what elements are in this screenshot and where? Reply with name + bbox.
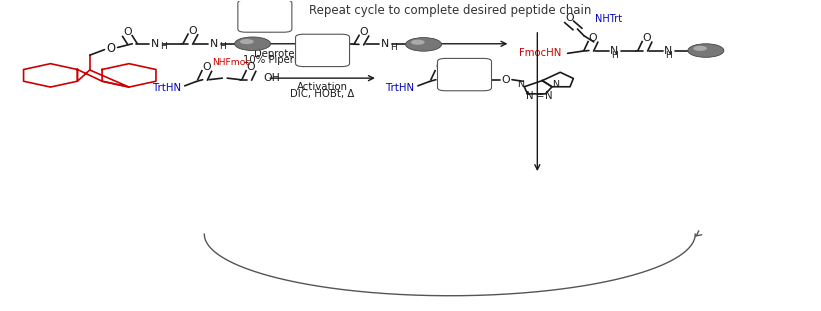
Text: O: O: [360, 27, 368, 37]
Circle shape: [693, 46, 707, 51]
FancyBboxPatch shape: [438, 58, 492, 91]
Text: O: O: [643, 33, 651, 43]
Text: 10% Piperidine, Δ: 10% Piperidine, Δ: [242, 55, 332, 65]
Text: Activation: Activation: [297, 82, 348, 92]
FancyBboxPatch shape: [238, 0, 291, 32]
Circle shape: [240, 39, 254, 44]
Text: N: N: [151, 39, 159, 49]
Text: O: O: [479, 62, 488, 72]
Text: H: H: [312, 39, 320, 49]
Text: N: N: [381, 39, 389, 49]
Text: N: N: [610, 45, 618, 56]
Text: 3: 3: [461, 68, 468, 81]
Text: Deprotection: Deprotection: [255, 49, 319, 59]
Text: H: H: [665, 51, 672, 60]
Text: DIC, HOBt, Δ: DIC, HOBt, Δ: [291, 89, 355, 99]
Text: H: H: [219, 42, 226, 51]
Circle shape: [688, 44, 724, 57]
Text: H: H: [390, 43, 397, 52]
Text: NHFmoc: NHFmoc: [446, 58, 484, 67]
Text: O: O: [436, 62, 444, 72]
Text: OH: OH: [264, 73, 280, 83]
Text: O: O: [501, 75, 510, 85]
Text: TrtHN: TrtHN: [386, 83, 414, 93]
Text: N: N: [545, 91, 553, 101]
Text: N: N: [210, 39, 218, 49]
Text: O: O: [123, 27, 131, 37]
Text: N: N: [517, 80, 525, 89]
Text: NHFmoc: NHFmoc: [213, 58, 251, 67]
Text: Coupling: Coupling: [443, 59, 487, 69]
Text: O: O: [203, 62, 211, 72]
Text: 1: 1: [261, 10, 268, 22]
Text: N: N: [664, 45, 672, 56]
Circle shape: [235, 37, 271, 51]
Text: O: O: [189, 26, 197, 36]
Text: N: N: [552, 80, 559, 89]
Text: NHTrt: NHTrt: [595, 14, 622, 24]
Text: 2: 2: [320, 37, 326, 46]
Text: O: O: [107, 42, 116, 55]
Text: O: O: [589, 33, 597, 43]
Text: FmocHN: FmocHN: [519, 48, 561, 58]
Text: Repeat cycle to complete desired peptide chain: Repeat cycle to complete desired peptide…: [309, 4, 591, 17]
Text: 2: 2: [319, 44, 326, 57]
FancyBboxPatch shape: [296, 34, 350, 67]
Text: O: O: [246, 62, 255, 72]
Text: H: H: [160, 42, 167, 51]
Text: O: O: [565, 13, 574, 23]
Text: N: N: [325, 39, 333, 49]
Text: N: N: [526, 91, 534, 101]
Text: H: H: [611, 51, 617, 60]
Text: TrtHN: TrtHN: [153, 83, 181, 93]
Circle shape: [411, 39, 424, 45]
Text: =: =: [535, 91, 544, 101]
Circle shape: [406, 38, 442, 51]
